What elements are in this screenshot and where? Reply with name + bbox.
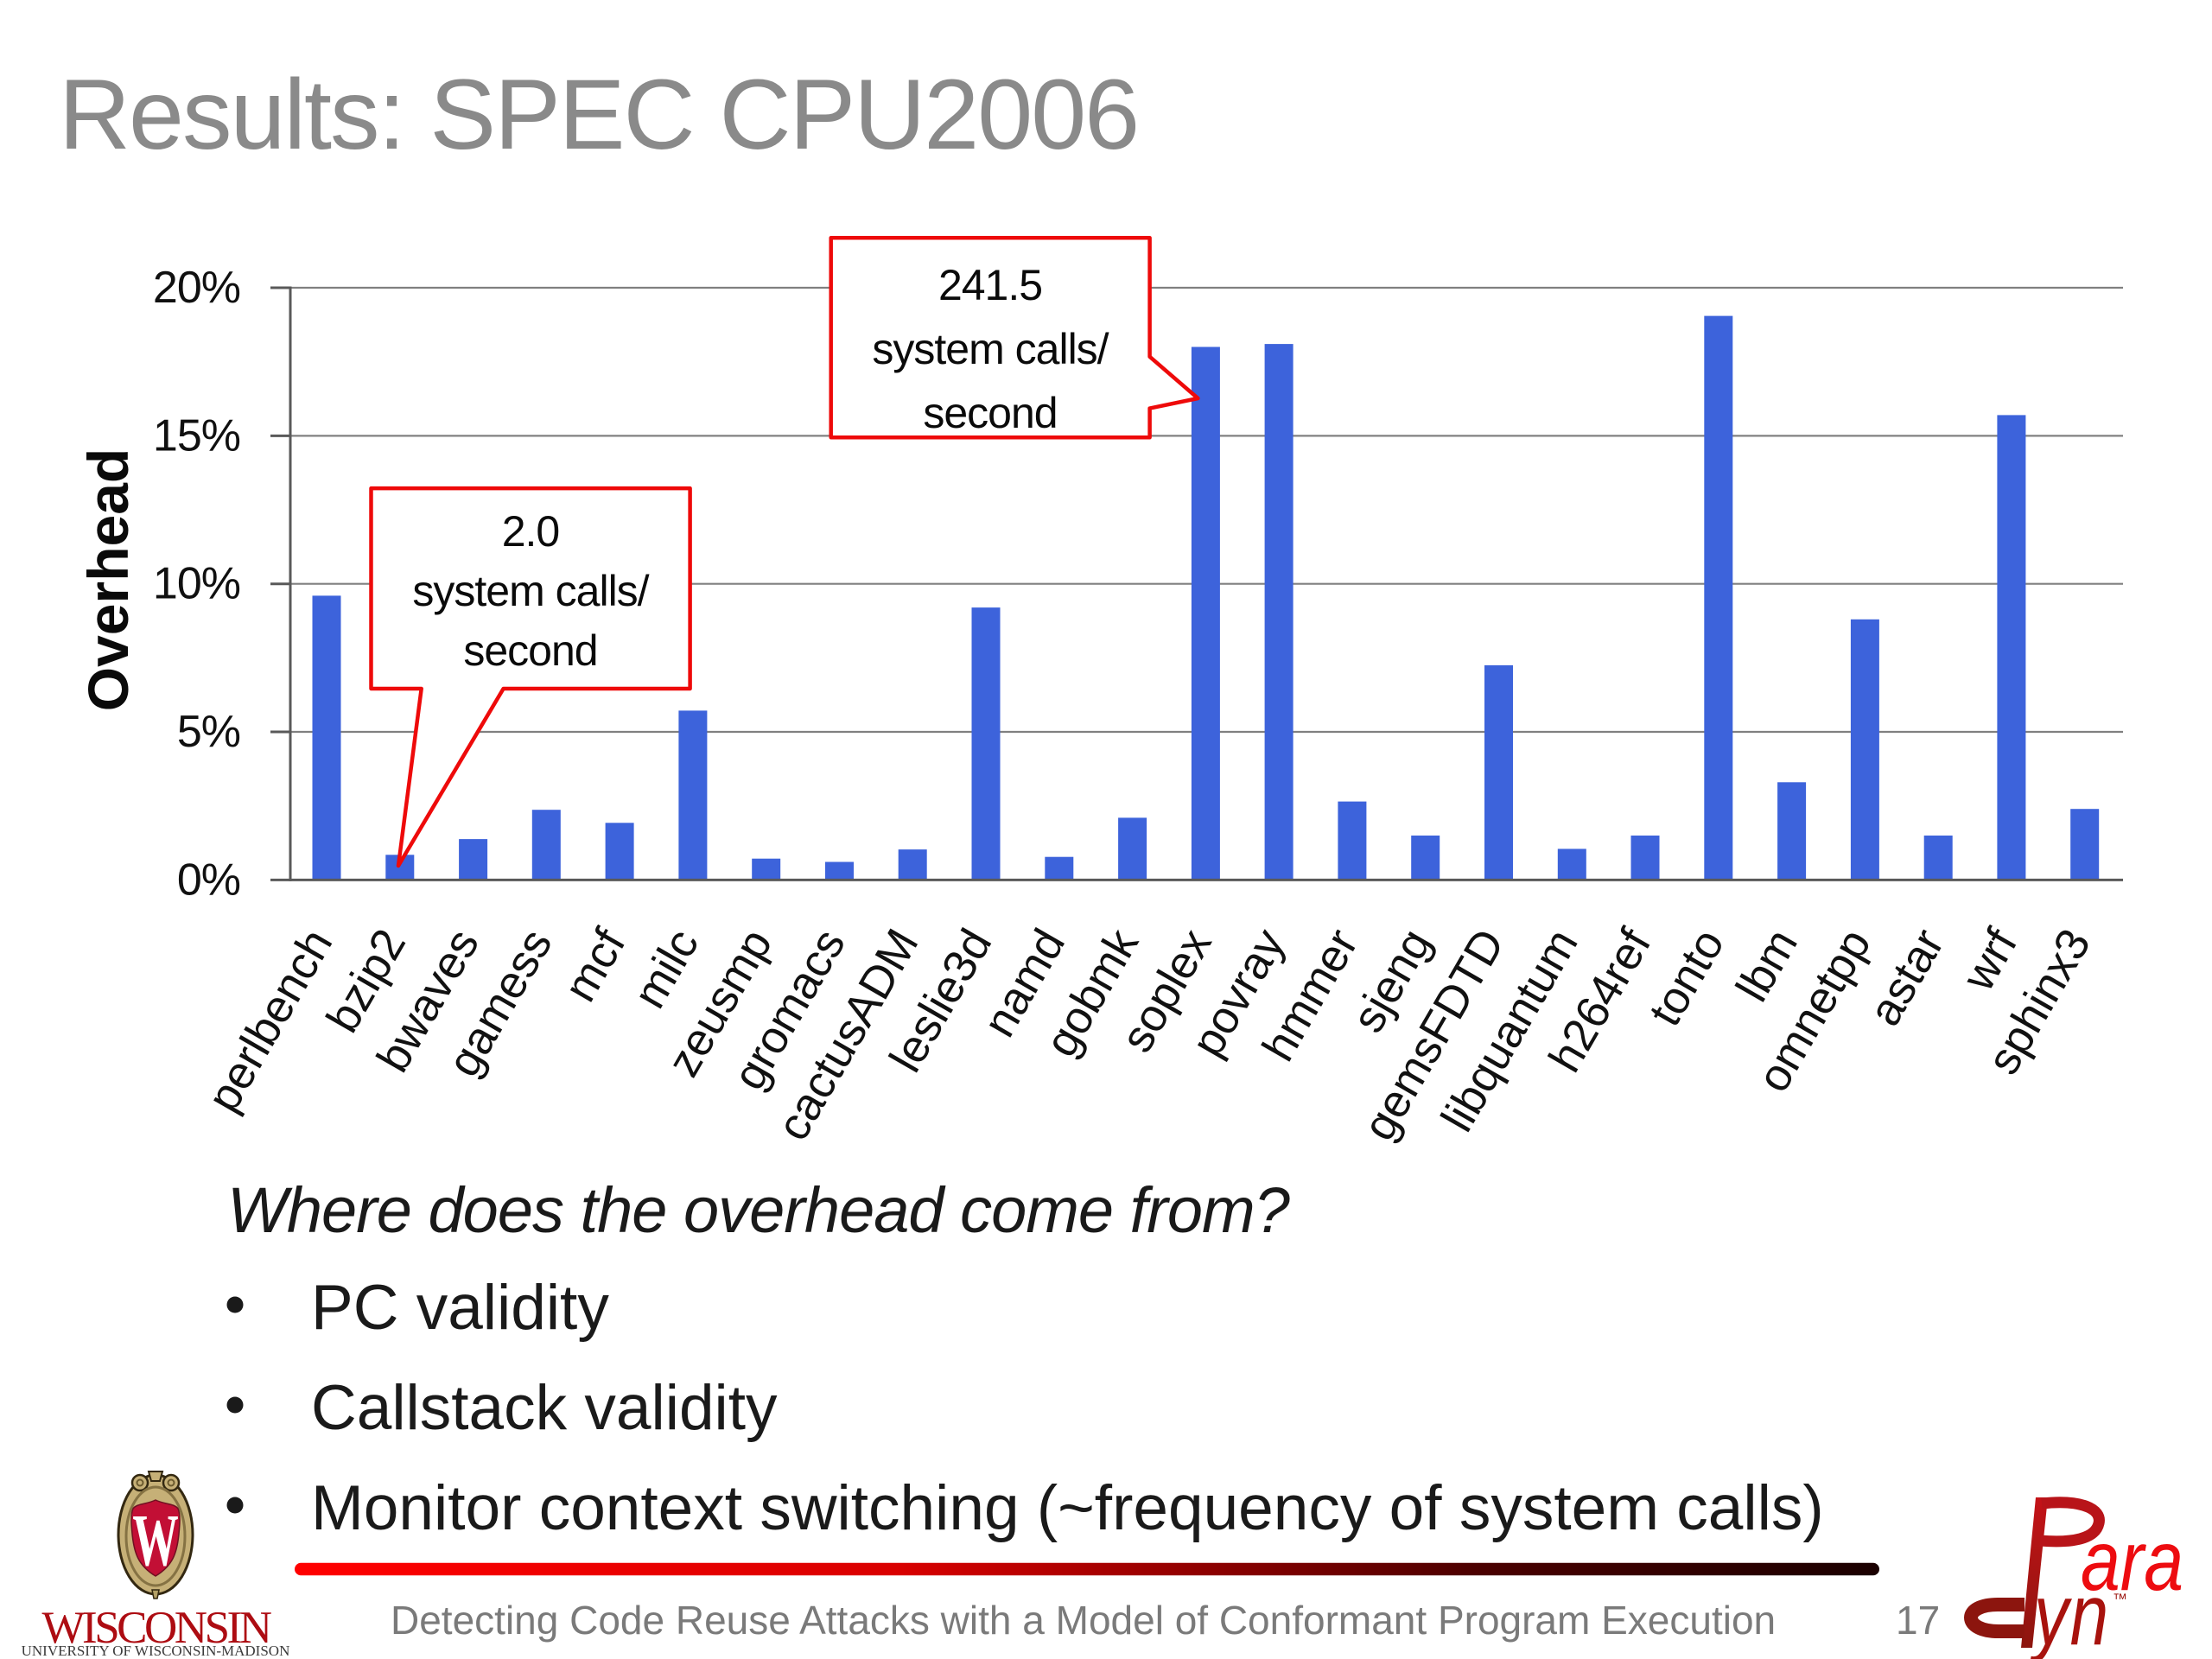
svg-text:Callstack validity: Callstack validity [311, 1373, 778, 1443]
svg-text:ara: ara [2081, 1514, 2183, 1608]
svg-text:yn: yn [2030, 1567, 2110, 1659]
svg-text:Overhead: Overhead [76, 448, 140, 711]
svg-text:second: second [923, 389, 1057, 437]
svg-text:20%: 20% [153, 263, 240, 313]
svg-text:system calls/: system calls/ [412, 567, 649, 615]
svg-text:17: 17 [1896, 1598, 1940, 1643]
svg-text:241.5: 241.5 [938, 261, 1042, 309]
svg-text:system calls/: system calls/ [872, 325, 1109, 373]
svg-text:PC validity: PC validity [311, 1273, 609, 1343]
svg-text:5%: 5% [177, 707, 240, 757]
svg-text:Results: SPEC CPU2006: Results: SPEC CPU2006 [59, 60, 1138, 170]
svg-text:0%: 0% [177, 855, 240, 905]
svg-text:UNIVERSITY OF WISCONSIN-MADISO: UNIVERSITY OF WISCONSIN-MADISON [22, 1643, 290, 1659]
svg-text:W: W [132, 1499, 178, 1581]
svg-text:15%: 15% [153, 410, 240, 461]
svg-text:second: second [463, 626, 597, 675]
svg-text:™: ™ [2113, 1591, 2127, 1607]
svg-text:10%: 10% [153, 559, 240, 609]
svg-text:2.0: 2.0 [502, 507, 560, 556]
svg-text:WISCONSIN: WISCONSIN [42, 1603, 272, 1653]
svg-text:Where does the overhead come f: Where does the overhead come from? [227, 1174, 1290, 1246]
svg-text:Detecting Code Reuse Attacks w: Detecting Code Reuse Attacks with a Mode… [391, 1598, 1776, 1643]
svg-text:Monitor context switching (~fr: Monitor context switching (~frequency of… [311, 1473, 1824, 1543]
